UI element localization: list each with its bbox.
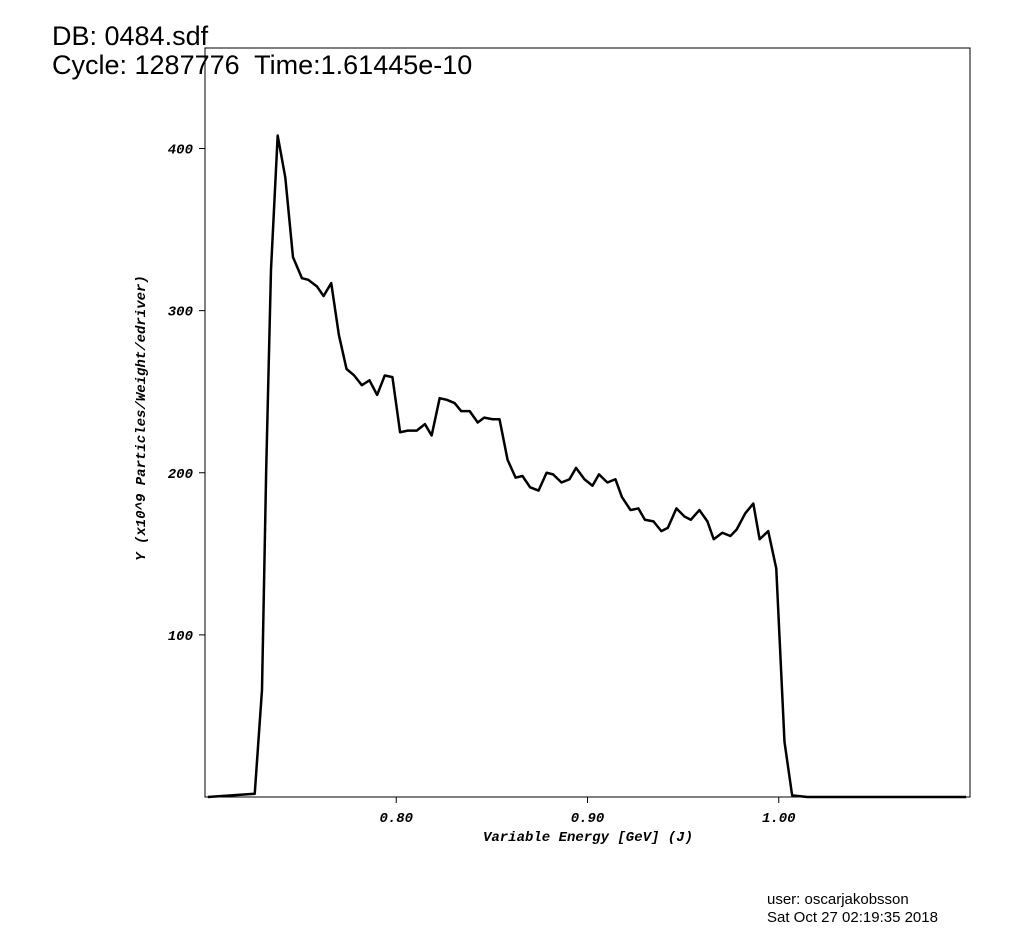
y-tick-label: 300 xyxy=(168,305,193,321)
plot-frame xyxy=(204,47,971,798)
y-tick-label: 100 xyxy=(168,629,193,645)
x-tick-label: 0.80 xyxy=(379,811,413,827)
user-label: user: oscarjakobsson xyxy=(767,891,909,908)
y-tick-label: 400 xyxy=(168,143,193,159)
x-tick-label: 0.90 xyxy=(571,811,605,827)
db-label: DB: 0484.sdf xyxy=(52,21,209,51)
x-tick-label: 1.00 xyxy=(762,811,796,827)
date-label: Sat Oct 27 02:19:35 2018 xyxy=(767,909,938,926)
x-axis-label: Variable Energy [GeV] (J) xyxy=(483,830,693,846)
y-axis-label: Y (x10^9 Particles/Weight/edriver) xyxy=(134,275,150,561)
data-line xyxy=(207,134,967,799)
y-tick-label: 200 xyxy=(168,467,193,483)
cycle-label: Cycle: 1287776 Time:1.61445e-10 xyxy=(52,50,472,80)
